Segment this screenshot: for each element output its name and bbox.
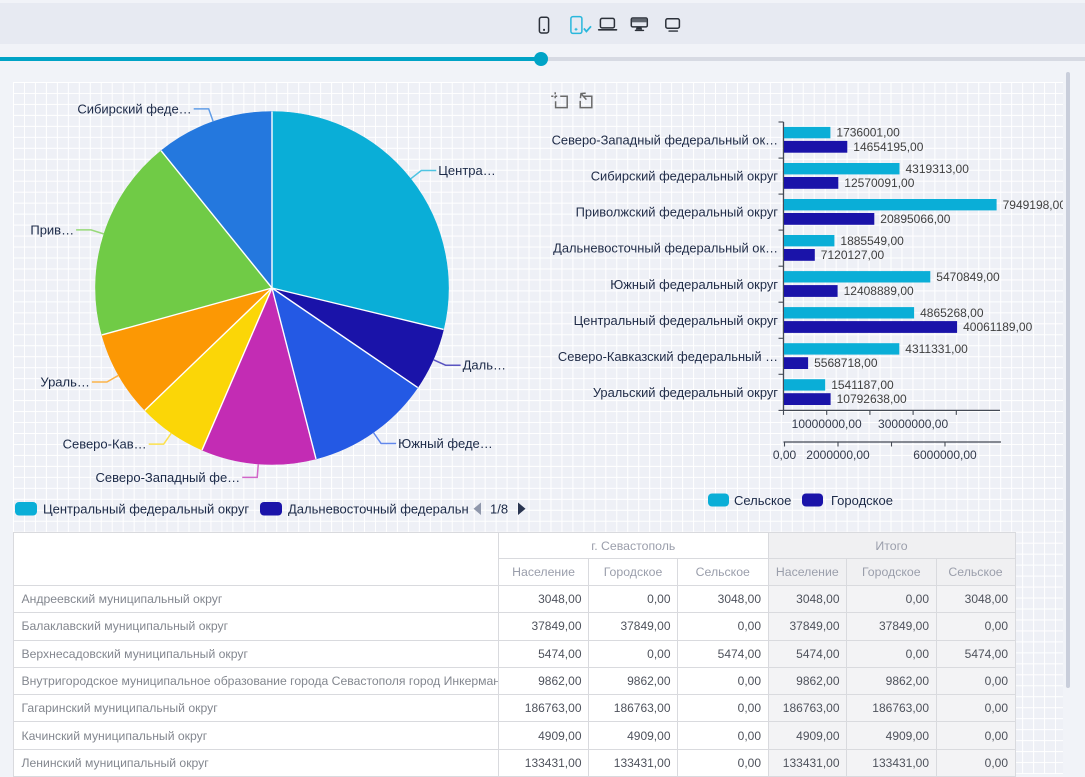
svg-text:Сибирский федеральный округ: Сибирский федеральный округ (591, 169, 779, 184)
svg-text:12570091,00: 12570091,00 (844, 176, 914, 190)
svg-text:Северо-Западный фе…: Северо-Западный фе… (96, 470, 241, 485)
svg-text:Ураль…: Ураль… (40, 375, 90, 390)
svg-text:14654195,00: 14654195,00 (853, 140, 923, 154)
svg-text:1/8: 1/8 (490, 502, 508, 517)
svg-text:20895066,00: 20895066,00 (880, 212, 950, 226)
svg-text:Центральный федеральный округ: Центральный федеральный округ (574, 313, 779, 328)
svg-text:Северо-Западный федеральный ок: Северо-Западный федеральный ок… (552, 133, 778, 148)
svg-text:10000000,00: 10000000,00 (792, 417, 862, 431)
svg-text:Южный федеральный округ: Южный федеральный округ (610, 277, 778, 292)
svg-text:Дальневосточный федеральны: Дальневосточный федеральны (288, 502, 478, 517)
svg-text:Сельское: Сельское (734, 493, 791, 508)
svg-text:10792638,00: 10792638,00 (837, 392, 907, 406)
svg-text:7120127,00: 7120127,00 (821, 248, 885, 262)
svg-text:Прив…: Прив… (30, 222, 74, 237)
svg-text:5470849,00: 5470849,00 (936, 270, 1000, 284)
svg-text:Дальневосточный федеральный ок: Дальневосточный федеральный ок… (553, 241, 778, 256)
svg-text:Сибирский феде…: Сибирский феде… (77, 101, 191, 116)
svg-text:Городское: Городское (831, 493, 893, 508)
svg-text:1885549,00: 1885549,00 (840, 234, 904, 248)
svg-text:Центра…: Центра… (438, 163, 495, 178)
svg-text:12408889,00: 12408889,00 (844, 284, 914, 298)
svg-text:6000000,00: 6000000,00 (913, 448, 977, 462)
svg-text:5568718,00: 5568718,00 (814, 356, 878, 370)
svg-text:4319313,00: 4319313,00 (906, 162, 970, 176)
svg-text:1541187,00: 1541187,00 (831, 378, 894, 392)
svg-text:Приволжский федеральный округ: Приволжский федеральный округ (576, 205, 779, 220)
svg-text:Уральский федеральный округ: Уральский федеральный округ (593, 385, 778, 400)
svg-text:Северо-Кав…: Северо-Кав… (63, 437, 147, 452)
svg-text:Северо-Кавказский федеральный: Северо-Кавказский федеральный … (558, 349, 778, 364)
svg-text:4311331,00: 4311331,00 (905, 342, 968, 356)
svg-text:30000000,00: 30000000,00 (878, 417, 948, 431)
svg-text:Даль…: Даль… (463, 358, 506, 373)
svg-text:Центральный федеральный округ: Центральный федеральный округ (43, 502, 249, 517)
svg-text:0,00: 0,00 (773, 448, 797, 462)
svg-text:7949198,00: 7949198,00 (1003, 198, 1067, 212)
svg-text:2000000,00: 2000000,00 (806, 448, 870, 462)
svg-text:Южный феде…: Южный феде… (398, 436, 493, 451)
svg-text:1736001,00: 1736001,00 (836, 126, 900, 140)
svg-text:40061189,00: 40061189,00 (963, 320, 1033, 334)
svg-text:4865268,00: 4865268,00 (920, 306, 984, 320)
